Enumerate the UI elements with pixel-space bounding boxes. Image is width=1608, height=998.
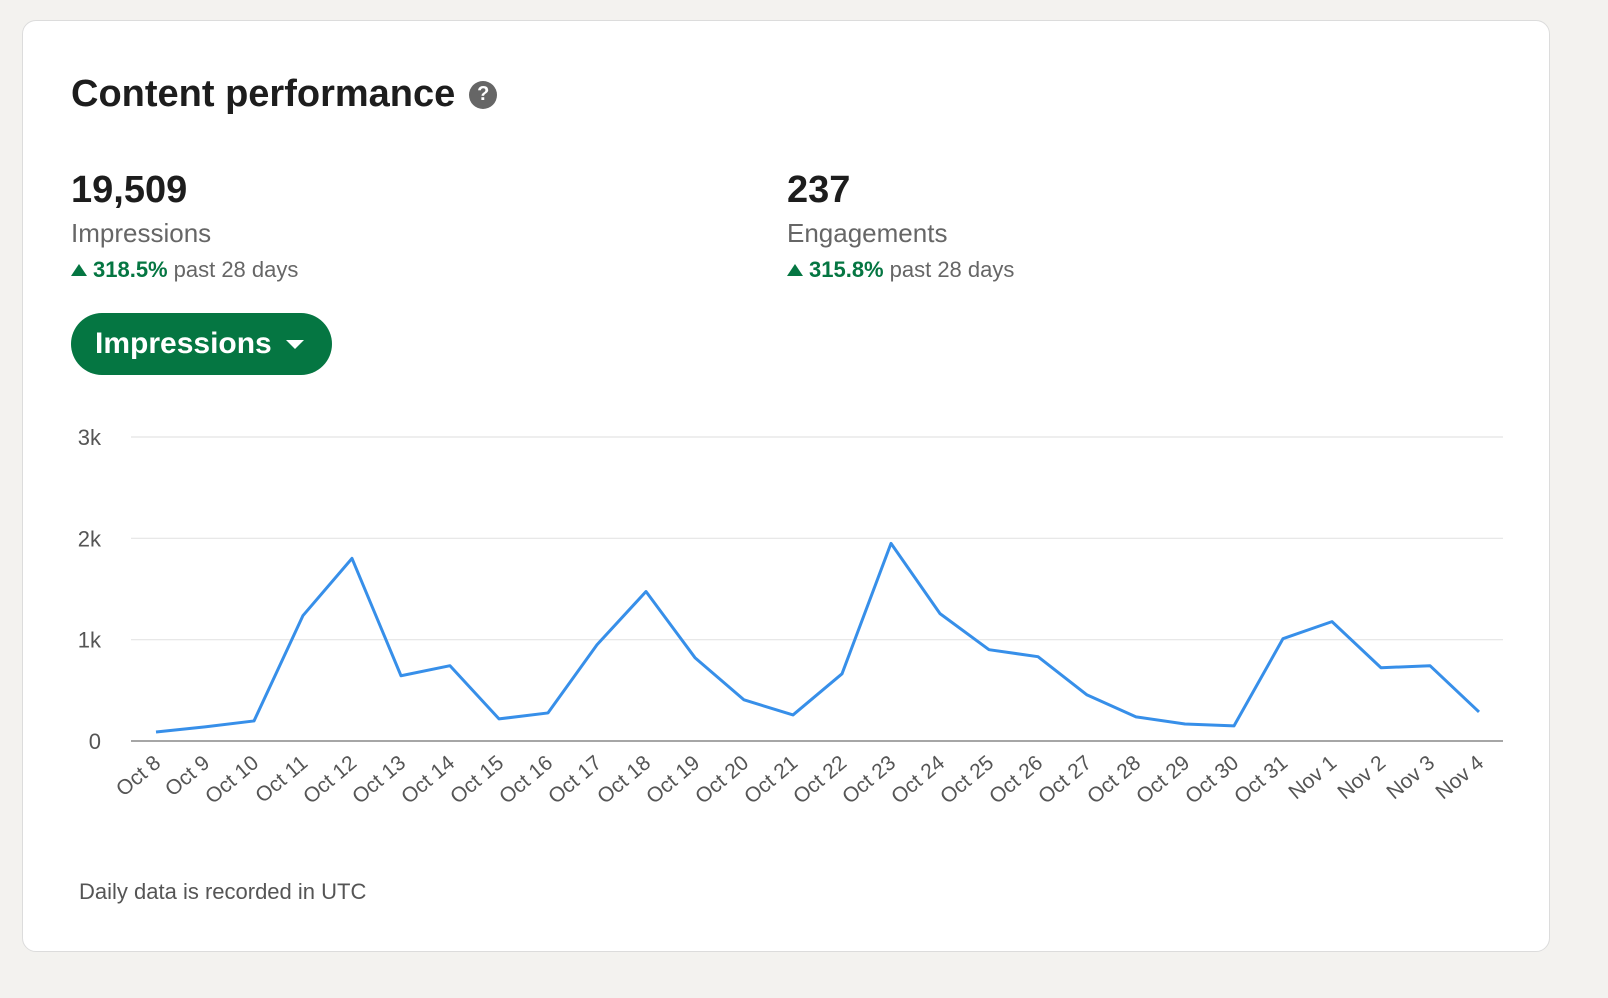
content-performance-card: Content performance ? 19,509 Impressions… [22,20,1550,952]
metric-change: 318.5% [93,257,168,282]
metric-period: past 28 days [173,257,299,282]
x-tick-label: Oct 22 [789,751,851,808]
y-tick-label: 0 [89,729,101,754]
x-tick-label: Oct 25 [936,751,998,808]
x-tick-label: Oct 30 [1181,751,1243,808]
x-tick-label: Oct 23 [838,751,900,808]
x-tick-label: Nov 1 [1284,751,1341,804]
x-tick-label: Oct 13 [348,751,410,808]
footnote: Daily data is recorded in UTC [79,879,367,904]
card-title: Content performance ? [71,73,498,116]
title-text: Content performance [71,73,456,115]
x-tick-label: Oct 20 [691,751,753,808]
trend-up-icon [71,264,87,276]
x-tick-label: Oct 12 [299,751,361,808]
y-tick-label: 2k [78,526,102,551]
x-tick-label: Oct 16 [495,751,557,808]
x-tick-label: Oct 21 [740,751,802,808]
metric-value: 19,509 [71,169,188,211]
metric-dropdown-button[interactable]: Impressions [71,313,332,375]
y-tick-label: 3k [78,425,102,450]
x-tick-label: Oct 26 [985,751,1047,808]
x-tick-label: Oct 31 [1230,751,1292,808]
metric-impressions: 19,509 Impressions 318.5% past 28 days [71,169,298,283]
x-tick-label: Nov 2 [1333,751,1390,804]
x-tick-label: Oct 14 [397,751,459,809]
impressions-series-line [155,541,1481,734]
trend-up-icon [787,264,803,276]
x-tick-label: Nov 4 [1431,751,1488,804]
dropdown-label: Impressions [95,327,272,360]
x-tick-label: Oct 10 [201,751,263,808]
x-tick-label: Oct 18 [593,751,655,808]
caret-down-icon [285,339,304,349]
x-tick-label: Oct 17 [544,751,606,808]
x-tick-label: Oct 19 [642,751,704,808]
x-tick-label: Oct 11 [251,751,312,807]
metric-change: 315.8% [809,257,884,282]
metric-period: past 28 days [889,257,1015,282]
metric-label: Engagements [787,218,948,248]
x-tick-label: Oct 8 [112,751,165,801]
x-tick-label: Nov 3 [1382,751,1439,804]
metric-value: 237 [787,169,851,211]
x-tick-label: Oct 24 [887,751,949,809]
metric-engagements: 237 Engagements 315.8% past 28 days [787,169,1014,283]
metric-label: Impressions [71,218,212,248]
help-icon[interactable]: ? [469,80,498,109]
y-tick-label: 1k [78,628,102,653]
x-tick-label: Oct 15 [446,751,508,808]
x-tick-label: Oct 27 [1034,751,1096,808]
x-tick-label: Oct 28 [1083,751,1145,808]
x-tick-label: Oct 29 [1132,751,1194,808]
